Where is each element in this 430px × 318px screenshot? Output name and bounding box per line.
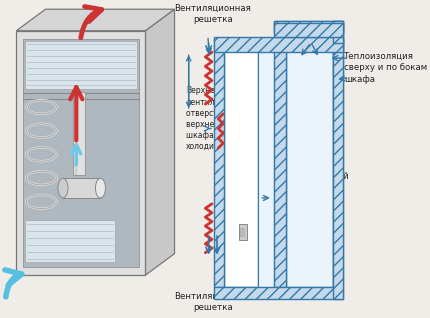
FancyBboxPatch shape — [16, 31, 145, 275]
Ellipse shape — [58, 178, 68, 198]
Text: Вентиляционная
решетка: Вентиляционная решетка — [175, 292, 251, 312]
FancyBboxPatch shape — [239, 224, 247, 240]
FancyBboxPatch shape — [274, 21, 343, 33]
FancyBboxPatch shape — [73, 92, 85, 176]
FancyBboxPatch shape — [23, 38, 139, 267]
FancyBboxPatch shape — [274, 21, 343, 33]
FancyBboxPatch shape — [240, 228, 244, 236]
FancyBboxPatch shape — [25, 40, 137, 89]
FancyBboxPatch shape — [214, 37, 343, 52]
Ellipse shape — [95, 178, 105, 198]
FancyBboxPatch shape — [258, 50, 274, 287]
FancyBboxPatch shape — [333, 21, 343, 44]
FancyBboxPatch shape — [274, 23, 343, 37]
FancyBboxPatch shape — [224, 50, 258, 287]
Text: Теплоизоляция
сверху и по бокам
шкафа: Теплоизоляция сверху и по бокам шкафа — [344, 52, 427, 84]
FancyBboxPatch shape — [333, 38, 343, 287]
Text: Верхнее
вентиляционное
отверстие не ниже
верхней крышки
шкафа для
холодильника: Верхнее вентиляционное отверстие не ниже… — [186, 86, 264, 151]
FancyBboxPatch shape — [214, 38, 343, 50]
FancyBboxPatch shape — [333, 21, 343, 299]
FancyBboxPatch shape — [274, 38, 286, 287]
FancyBboxPatch shape — [63, 178, 101, 198]
FancyBboxPatch shape — [286, 38, 333, 287]
FancyBboxPatch shape — [75, 92, 77, 176]
Text: Максимальный
зазор 25 мм: Максимальный зазор 25 мм — [280, 172, 349, 192]
Polygon shape — [16, 9, 175, 31]
Text: Вентиляционная
решетка: Вентиляционная решетка — [175, 3, 251, 24]
Polygon shape — [145, 9, 175, 275]
FancyBboxPatch shape — [214, 50, 224, 287]
FancyBboxPatch shape — [25, 220, 115, 262]
FancyBboxPatch shape — [214, 287, 343, 299]
